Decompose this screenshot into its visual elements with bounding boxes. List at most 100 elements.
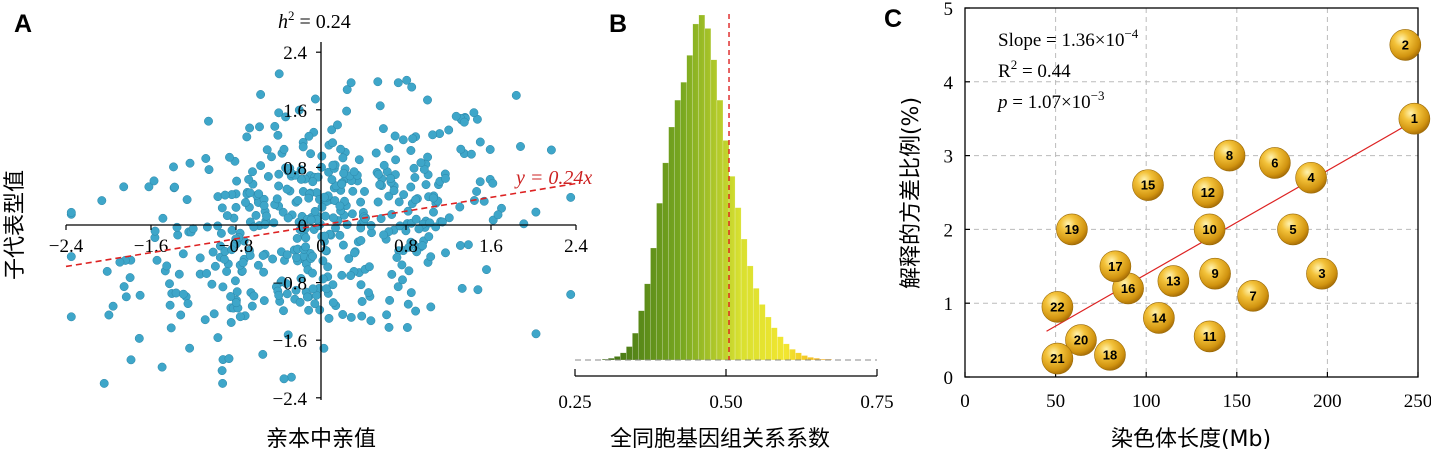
panel-a-point [217,366,227,376]
panel-a-point [282,184,292,194]
panel-a-point [459,117,469,127]
panel-c-point: 5 [1277,213,1309,246]
panel-a-point [245,251,255,260]
panel-a-point [227,225,237,235]
panel-b-bar [734,207,742,361]
panel-b-bar [632,332,639,361]
panel-a-point [404,266,414,276]
panel-c-point-ball [1094,339,1126,371]
panel-a-point [282,289,292,299]
panel-a-point [327,125,337,135]
panel-a-point [296,165,306,175]
panel-a-point [406,146,416,155]
panel-a-point [315,305,325,315]
panel-a-y-tick-label: 2.4 [283,43,307,64]
panel-c-point-label: 2 [1402,37,1409,52]
panel-c-point-label: 6 [1271,155,1278,170]
panel-c-point-ball [1389,29,1422,61]
panel-a-point [310,206,320,216]
panel-a-point [232,287,242,297]
panel-b-bar [746,265,754,361]
panel-a-point [166,323,176,333]
panel-a-point [475,137,485,147]
panel-b-bar [710,59,718,361]
panel-a-point [475,177,485,187]
panel-a-point [429,207,438,217]
panel-b-letter: B [609,10,627,38]
panel-a-point [328,280,338,290]
panel-a-point [403,299,413,309]
panel-a-point [242,132,252,142]
panel-a-point [376,214,386,224]
panel-b-bar [656,202,663,361]
panel-c-point-ball [1213,139,1246,172]
panel-a-point [366,316,376,326]
panel-a-point [387,269,397,279]
panel-c-point-label: 16 [1121,281,1135,296]
panel-c-point-ball [1237,280,1269,312]
panel-a-point [323,262,333,272]
panel-c-point-ball [1056,213,1088,246]
panel-a-point [259,296,269,306]
panel-a-point [411,214,421,224]
panel-b-bar [722,140,730,361]
panel-a-point [319,192,329,202]
panel-a-point [119,182,129,192]
panel-a-point [424,232,434,242]
panel-c-x-tick-label: 250 [1404,391,1431,412]
panel-a-point [421,180,431,190]
panel-c-point-label: 13 [1166,274,1180,289]
panel-b-x-ticks: 0.25 0.50 0.75 [558,369,894,413]
panel-a-point [150,226,160,236]
panel-a-point [274,181,284,191]
panel-c-point-label: 4 [1307,170,1315,185]
panel-a-point [308,251,318,261]
panel-b-bar [698,14,706,361]
panel-a-point [295,297,305,307]
panel-a-point [317,151,327,161]
panel-a-letter: A [14,10,32,38]
panel-a-point [270,121,280,131]
panel-a-point [279,144,289,154]
panel-a-point [402,75,412,85]
panel-a-point [162,261,172,271]
panel-a-point [282,250,292,260]
panel-c-point: 20 [1065,324,1097,356]
panel-b-bar [771,327,778,361]
panel-a-point [379,230,389,240]
panel-a-point [259,267,269,277]
panel-c-y-tick-label: 0 [944,368,954,389]
panel-a-point [144,182,154,192]
panel-a-point [412,247,422,257]
panel-a-point [318,274,328,284]
panel-a-point [354,155,364,165]
panel-c-letter: C [884,5,902,33]
panel-a-point [364,288,373,298]
panel-a-point [378,124,388,134]
panel-a-point [125,273,135,283]
p-rest: = 1.07×10 [1008,92,1091,113]
panel-a-point [188,224,198,234]
panel-c-y-tick-label: 1 [944,294,954,315]
panel-a-point [318,256,328,266]
panel-c-point: 17 [1099,250,1132,283]
panel-a-point [416,158,426,168]
panel-a-point [273,130,283,140]
panel-a-point [263,172,273,181]
panel-a-point [328,160,338,170]
panel-a-point [344,254,354,264]
panel-a-point [426,302,436,312]
panel-b-bar [680,82,687,361]
panel-a-point [301,233,311,243]
panel-a-point [241,198,250,207]
panel-b-bar [668,126,675,361]
panel-a-point [157,362,167,372]
panel-c-y-tick-label: 2 [944,220,954,241]
panel-c-point: 21 [1041,342,1074,375]
panel-c-point: 4 [1295,161,1327,194]
panel-c-x-tick-label: 100 [1132,391,1161,412]
panel-a-point [149,176,159,186]
panel-a-point [173,230,183,240]
panel-b-bar [801,355,808,361]
panel-a-point [225,152,234,162]
